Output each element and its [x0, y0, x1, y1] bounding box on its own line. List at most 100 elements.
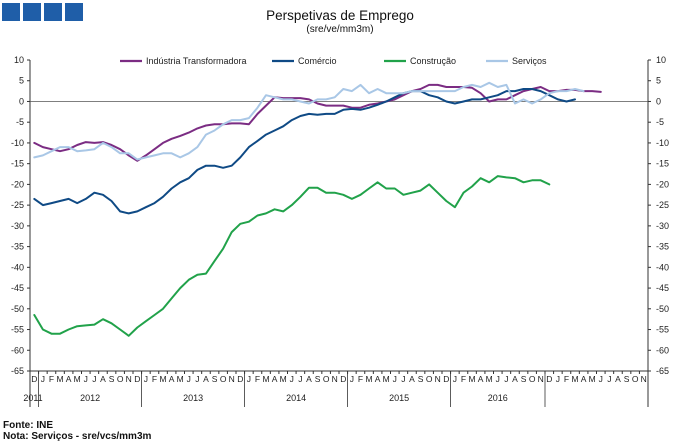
series-line: [33, 81, 585, 161]
x-month-label: O: [632, 374, 639, 384]
x-month-label: A: [375, 374, 381, 384]
x-month-label: M: [74, 374, 81, 384]
logo-square: [23, 3, 41, 21]
series-line: [33, 88, 576, 215]
x-month-label: J: [556, 374, 560, 384]
y-tick-label-right: 5: [656, 76, 661, 86]
y-tick-label-right: -45: [656, 283, 669, 293]
y-tick-label-right: -25: [656, 200, 669, 210]
x-month-label: F: [152, 374, 157, 384]
x-month-label: D: [340, 374, 346, 384]
x-month-label: J: [504, 374, 508, 384]
x-month-label: J: [607, 374, 611, 384]
y-tick-label-right: 0: [656, 96, 661, 106]
y-tick-label-right: 10: [656, 55, 666, 65]
x-month-label: S: [418, 374, 424, 384]
x-month-label: M: [486, 374, 493, 384]
x-month-label: M: [280, 374, 287, 384]
y-tick-label-left: -35: [11, 242, 24, 252]
x-month-label: M: [56, 374, 63, 384]
x-month-label: N: [332, 374, 338, 384]
x-month-label: J: [187, 374, 191, 384]
y-tick-label-left: 10: [14, 55, 24, 65]
x-month-label: N: [538, 374, 544, 384]
x-month-label: A: [66, 374, 72, 384]
x-month-label: J: [599, 374, 603, 384]
x-year-label: 2011: [23, 393, 42, 403]
x-month-label: N: [641, 374, 647, 384]
y-tick-label-right: -35: [656, 242, 669, 252]
x-month-label: A: [169, 374, 175, 384]
x-month-label: N: [126, 374, 132, 384]
chart-title: Perspetivas de Emprego: [266, 8, 414, 23]
x-year-label: 2016: [488, 393, 508, 403]
y-tick-label-left: 0: [19, 96, 24, 106]
footer-source: Fonte: INE: [3, 420, 53, 431]
y-tick-label-right: -20: [656, 179, 669, 189]
x-month-label: J: [195, 374, 199, 384]
x-month-label: D: [134, 374, 140, 384]
y-tick-label-left: -5: [16, 117, 24, 127]
legend-label: Comércio: [298, 56, 337, 66]
x-month-label: N: [435, 374, 441, 384]
y-tick-label-right: -15: [656, 159, 669, 169]
x-month-label: A: [100, 374, 106, 384]
x-month-label: O: [220, 374, 227, 384]
x-month-label: D: [31, 374, 37, 384]
x-month-label: O: [323, 374, 330, 384]
y-tick-label-left: -15: [11, 159, 24, 169]
x-month-label: A: [512, 374, 518, 384]
x-month-label: A: [615, 374, 621, 384]
x-month-label: F: [358, 374, 363, 384]
x-month-label: J: [298, 374, 302, 384]
x-month-label: M: [177, 374, 184, 384]
x-month-label: S: [521, 374, 527, 384]
x-month-label: M: [383, 374, 390, 384]
x-month-label: O: [426, 374, 433, 384]
x-month-label: M: [468, 374, 475, 384]
y-tick-label-right: -30: [656, 221, 669, 231]
logo-square: [44, 3, 62, 21]
x-month-label: J: [247, 374, 251, 384]
y-tick-label-right: -5: [656, 117, 664, 127]
y-tick-label-left: -65: [11, 366, 24, 376]
x-year-label: 2014: [286, 393, 306, 403]
x-year-label: 2013: [183, 393, 203, 403]
series-line: [33, 83, 602, 162]
x-year-label: 2015: [389, 393, 409, 403]
y-tick-label-right: -50: [656, 304, 669, 314]
legend-label: Indústria Transformadora: [146, 56, 247, 66]
x-month-label: A: [478, 374, 484, 384]
x-month-label: S: [212, 374, 218, 384]
legend-label: Serviços: [512, 56, 547, 66]
chart-subtitle: (sre/ve/mm3m): [306, 24, 374, 35]
x-month-label: J: [393, 374, 397, 384]
y-tick-label-right: -10: [656, 138, 669, 148]
ine-logo-icon: [2, 3, 83, 21]
series-line: [33, 175, 551, 337]
x-month-label: F: [564, 374, 569, 384]
y-tick-label-left: -50: [11, 304, 24, 314]
y-tick-label-left: -55: [11, 325, 24, 335]
legend-label: Construção: [410, 56, 456, 66]
x-month-label: A: [203, 374, 209, 384]
x-month-label: D: [237, 374, 243, 384]
x-month-label: M: [571, 374, 578, 384]
x-month-label: A: [581, 374, 587, 384]
x-month-label: J: [453, 374, 457, 384]
x-month-label: J: [350, 374, 354, 384]
x-month-label: A: [272, 374, 278, 384]
x-month-label: S: [109, 374, 115, 384]
y-tick-label-left: -30: [11, 221, 24, 231]
x-month-label: S: [624, 374, 630, 384]
x-month-label: O: [117, 374, 124, 384]
x-month-label: D: [443, 374, 449, 384]
y-tick-label-left: 5: [19, 76, 24, 86]
y-tick-label-left: -25: [11, 200, 24, 210]
y-tick-label-right: -40: [656, 262, 669, 272]
y-tick-label-left: -10: [11, 138, 24, 148]
x-month-label: M: [262, 374, 269, 384]
y-tick-label-left: -20: [11, 179, 24, 189]
x-month-label: J: [290, 374, 294, 384]
x-month-label: M: [365, 374, 372, 384]
